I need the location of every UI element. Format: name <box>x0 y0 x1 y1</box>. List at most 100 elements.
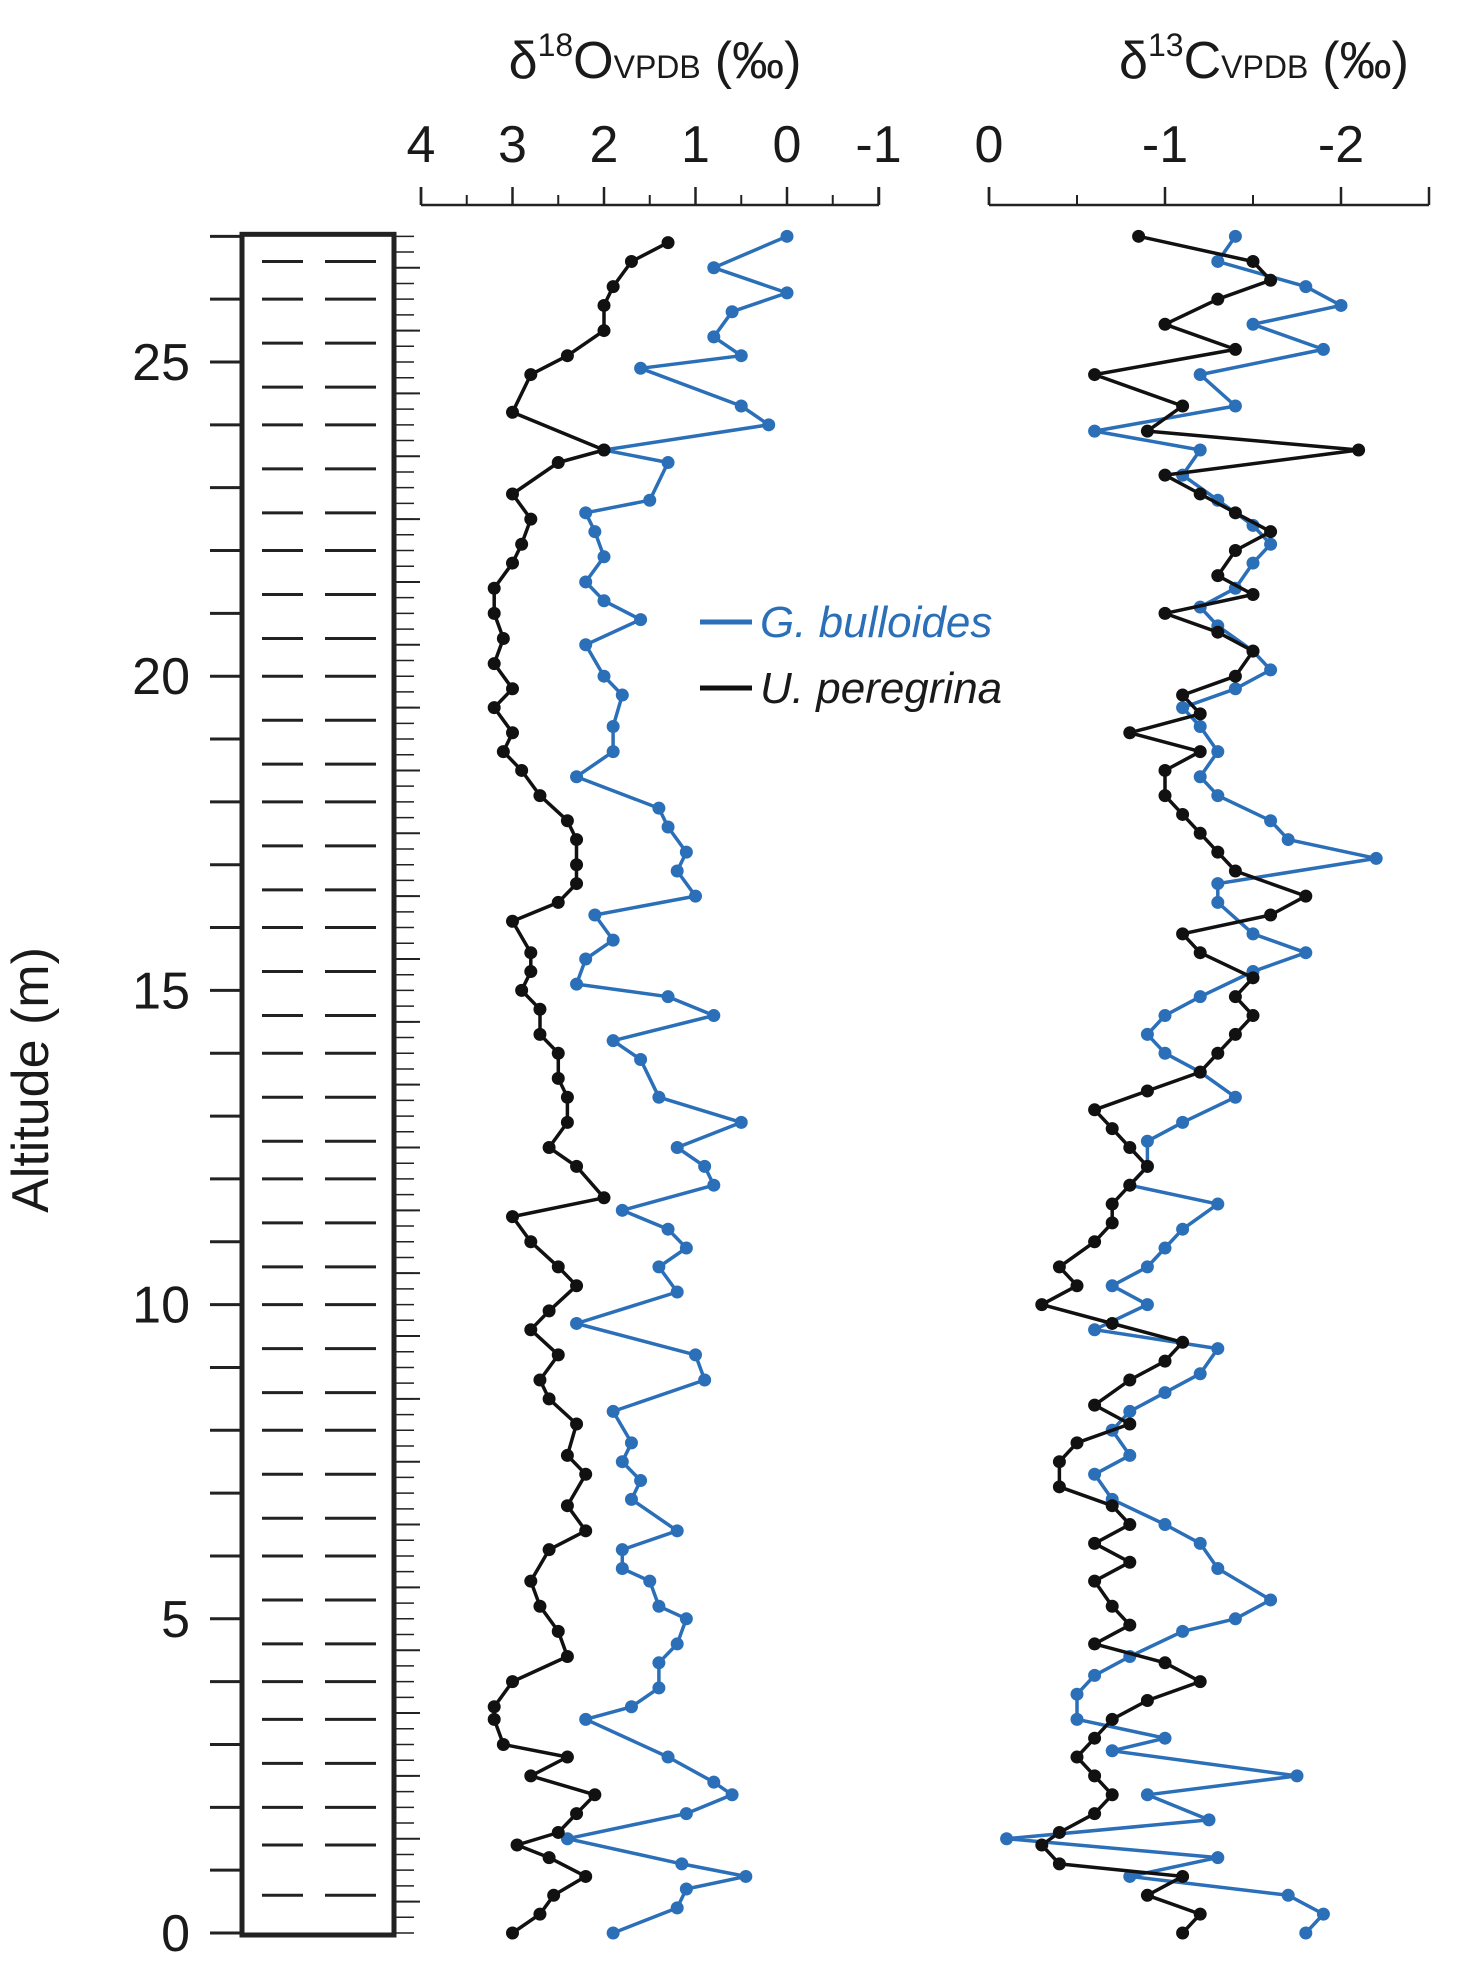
d18o-u-peregrina-point <box>533 1027 547 1041</box>
d18o-u-peregrina-point <box>533 1002 547 1016</box>
d18o-u-peregrina-point <box>533 1373 547 1387</box>
d13c-u-peregrina-point <box>1105 1788 1119 1802</box>
d18o-u-peregrina-point <box>551 1260 565 1274</box>
d13c-u-peregrina-point <box>1123 1141 1137 1154</box>
d13c-u-peregrina-point <box>1264 273 1278 287</box>
d13c-u-peregrina-point <box>1158 317 1172 331</box>
d13c-u-peregrina-point <box>1158 763 1172 777</box>
d18o-g-bulloides-point <box>707 1009 721 1023</box>
d18o-g-bulloides-point <box>780 286 794 300</box>
d18o-g-bulloides-point <box>707 330 721 344</box>
d13c-u-peregrina-point <box>1105 1197 1119 1211</box>
d13c-u-peregrina-point <box>1158 468 1172 482</box>
d18o-title-sub: VPDB <box>614 49 701 85</box>
d18o-g-bulloides-point <box>780 229 794 243</box>
d18o-u-peregrina-point <box>570 1807 584 1821</box>
d13c-g-bulloides-point <box>1193 443 1207 457</box>
d13c-u-peregrina-point <box>1070 1750 1084 1764</box>
d18o-u-peregrina-point <box>597 324 611 338</box>
d13c-u-peregrina-point <box>1176 399 1190 413</box>
d13c-u-peregrina-point <box>1088 1536 1102 1550</box>
d18o-u-peregrina-point <box>506 487 519 501</box>
d18o-tick-label: -1 <box>855 116 901 174</box>
d13c-u-peregrina-point <box>1228 342 1242 356</box>
y-axis-label: Altitude (m) <box>2 947 60 1213</box>
d18o-g-bulloides-point <box>679 1612 693 1626</box>
d13c-u-peregrina-point <box>1052 1480 1066 1494</box>
legend-label-u-peregrina: U. peregrina <box>760 664 1002 713</box>
d18o-g-bulloides-point <box>652 1681 666 1695</box>
d18o-g-bulloides-point <box>652 1090 666 1104</box>
d18o-g-bulloides-point <box>689 1348 702 1362</box>
d13c-g-bulloides-point <box>1158 1241 1172 1255</box>
d18o-g-bulloides-point <box>643 1574 657 1588</box>
d13c-u-peregrina-point <box>1105 1499 1119 1513</box>
d13c-title: δ13CVPDB (‰) <box>1119 27 1409 90</box>
d18o-g-bulloides-point <box>652 1599 666 1613</box>
d18o-u-peregrina-point <box>496 631 510 645</box>
d13c-g-bulloides-point <box>1228 682 1242 696</box>
d13c-u-peregrina-point <box>1088 1398 1102 1412</box>
d18o-u-peregrina-point <box>533 1907 547 1921</box>
d18o-u-peregrina-point <box>570 877 584 891</box>
d18o-u-peregrina-point <box>551 895 565 909</box>
d13c-g-bulloides-point <box>1176 1222 1190 1236</box>
d18o-u-peregrina-point <box>515 763 529 777</box>
d13c-u-peregrina-point <box>1158 789 1172 803</box>
d18o-g-bulloides-point <box>624 1700 638 1714</box>
d13c-u-peregrina-point <box>1158 1354 1172 1368</box>
d13c-u-peregrina-point <box>1176 688 1190 702</box>
d18o-u-peregrina-point <box>506 405 519 419</box>
d18o-u-peregrina-point <box>510 1838 524 1852</box>
altitude-tick-label: 20 <box>132 648 190 706</box>
d18o-u-peregrina-point <box>570 1159 584 1173</box>
d18o-u-peregrina-point <box>551 1825 565 1839</box>
d18o-g-bulloides-point <box>652 1260 666 1274</box>
d13c-u-peregrina-point <box>1088 1574 1102 1588</box>
d13c-u-peregrina-point <box>1105 1122 1119 1136</box>
d13c-u-peregrina-point <box>1211 292 1225 306</box>
d18o-g-bulloides-point <box>597 669 611 683</box>
d18o-g-bulloides-point <box>579 575 593 589</box>
d18o-g-bulloides-point <box>661 820 675 834</box>
d18o-u-peregrina-point <box>524 946 538 960</box>
d18o-u-peregrina-point <box>542 1392 556 1406</box>
d13c-u-peregrina-point <box>1193 1065 1207 1079</box>
d13c-u-peregrina-point <box>1052 1260 1066 1274</box>
d13c-u-peregrina-point <box>1123 1555 1137 1569</box>
d13c-u-peregrina-point <box>1193 1907 1207 1921</box>
d18o-u-peregrina-point <box>533 789 547 803</box>
d13c-u-peregrina-point <box>1052 1455 1066 1469</box>
d13c-u-peregrina-point <box>1158 1656 1172 1670</box>
d13c-g-bulloides-point <box>1211 1851 1225 1865</box>
d13c-u-peregrina-point <box>1193 707 1207 721</box>
d18o-g-bulloides-point <box>615 1455 629 1469</box>
d18o-g-bulloides-point <box>615 1543 629 1557</box>
d18o-u-peregrina-point <box>487 606 501 620</box>
d18o-g-bulloides-point <box>689 889 702 903</box>
d13c-g-bulloides-point <box>1211 745 1225 759</box>
d13c-u-peregrina-point <box>1123 1178 1137 1192</box>
d18o-axis: 4 3 2 1 0 -1 <box>407 116 902 207</box>
d13c-g-bulloides-point <box>1211 1562 1225 1576</box>
d13c-g-bulloides-point <box>1193 719 1207 733</box>
d18o-g-bulloides-point <box>707 1775 721 1789</box>
d13c-u-peregrina-point <box>1140 1084 1154 1098</box>
d18o-g-bulloides-point <box>634 1474 648 1488</box>
d13c-u-peregrina-point <box>1193 1675 1207 1689</box>
d13c-g-bulloides-point <box>1140 1134 1154 1148</box>
d13c-g-bulloides-point <box>1176 701 1190 715</box>
d18o-g-bulloides-point <box>615 1562 629 1576</box>
d13c-u-peregrina-point <box>1264 908 1278 922</box>
d18o-u-peregrina-point <box>551 456 565 470</box>
altitude-tick-label: 10 <box>132 1277 190 1335</box>
d18o-g-bulloides-point <box>670 1524 684 1538</box>
d18o-u-peregrina-point <box>515 983 529 997</box>
d18o-u-peregrina-point <box>551 1071 565 1085</box>
d13c-u-peregrina-point <box>1123 1618 1137 1632</box>
d13c-u-peregrina-point <box>1123 726 1137 740</box>
d13c-g-bulloides-point <box>1140 1027 1154 1041</box>
d18o-u-peregrina-point <box>597 298 611 312</box>
d13c-u-peregrina-point <box>1070 1279 1084 1293</box>
